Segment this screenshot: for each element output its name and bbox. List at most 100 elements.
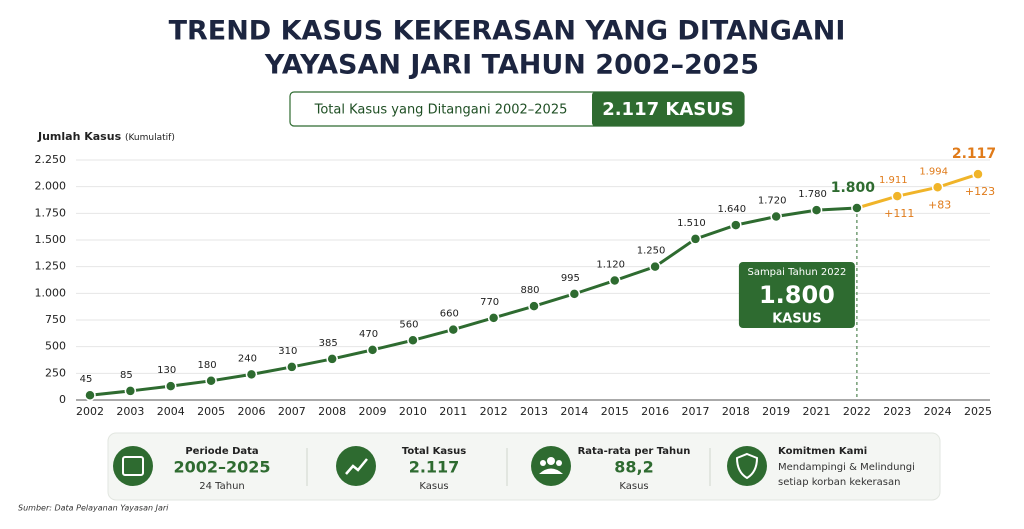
icon-people	[531, 446, 571, 486]
y-axis-label-main: Jumlah Kasus	[37, 130, 122, 143]
value-label: 180	[198, 360, 217, 371]
x-tick-label: 2023	[883, 405, 911, 418]
stat-sub: 24 Tahun	[199, 481, 245, 492]
value-label: 560	[399, 319, 418, 330]
x-tick-label: 2011	[439, 405, 467, 418]
y-tick-label: 1.750	[35, 206, 67, 219]
icon-shield	[727, 446, 767, 486]
stat-value: 2002–2025	[173, 458, 270, 477]
x-tick-label: 2002	[76, 405, 104, 418]
value-label: 770	[480, 297, 499, 308]
y-axis-label: Jumlah Kasus (Kumulatif)	[37, 130, 175, 143]
connector-line	[856, 194, 898, 210]
x-tick-label: 2018	[722, 405, 750, 418]
stat-title: Total Kasus	[402, 446, 466, 457]
x-tick-label: 2004	[157, 405, 185, 418]
point	[649, 260, 661, 273]
x-tick-label: 2006	[237, 405, 265, 418]
summary-value: 2.117 KASUS	[602, 99, 734, 120]
value-label: 1.780	[798, 189, 827, 200]
stats-panel	[107, 432, 941, 501]
change-label: +83	[928, 198, 951, 211]
stat-title: Rata-rata per Tahun	[578, 446, 691, 457]
title-line: TREND KASUS KEKERASAN YANG DITANGANI	[169, 16, 846, 47]
stat-sub: Kasus	[419, 481, 448, 492]
point	[972, 168, 984, 180]
summary-value-box	[592, 92, 744, 126]
value-label: 1.720	[758, 196, 787, 207]
y-tick-label: 750	[45, 313, 66, 326]
value-label: 45	[80, 374, 93, 385]
point	[810, 204, 823, 216]
plot: 0 250 500 750 1.000 1.250 1.500 1.750 2.000 2.250…	[35, 146, 997, 418]
point	[689, 233, 702, 245]
value-label: 1.800	[831, 180, 876, 196]
source: Sumber: Data Pelayanan Yayasan Jari	[18, 504, 169, 513]
icon-glyph	[556, 460, 562, 466]
x-tick-label: 2010	[399, 405, 427, 418]
callout-value: 1.800	[759, 281, 835, 309]
point	[528, 300, 540, 312]
icon-chart	[336, 446, 376, 486]
y-tick-label: 1.000	[35, 286, 67, 299]
point	[770, 210, 782, 223]
value-label: 130	[157, 365, 176, 376]
change-label: +111	[884, 207, 914, 220]
point	[487, 312, 500, 324]
x-tick-label: 2025	[964, 405, 992, 418]
y-tick-label: 0	[59, 393, 66, 406]
stat-line: Mendampingi & Melindungi	[778, 462, 915, 473]
value-label: 385	[319, 338, 338, 349]
icon-glyph	[122, 456, 144, 476]
x-tick-label: 2017	[681, 405, 709, 418]
x-tick-label: 2015	[601, 405, 629, 418]
point	[730, 219, 742, 231]
callout-box	[738, 262, 855, 328]
x-tick-label: 2024	[924, 405, 952, 418]
value-label: 1.250	[637, 246, 666, 257]
point	[205, 375, 217, 387]
value-label: 1.510	[677, 218, 706, 229]
point	[124, 385, 137, 397]
x-tick-label: 2012	[480, 405, 508, 418]
callout-unit: KASUS	[772, 312, 821, 327]
value-label: 1.994	[919, 166, 948, 177]
point	[286, 361, 298, 373]
y-tick-label: 1.250	[35, 260, 67, 273]
point	[851, 202, 863, 214]
x-tick-label: 2007	[278, 405, 306, 418]
point	[366, 344, 379, 356]
point	[245, 368, 258, 381]
stat-title: Komitmen Kami	[778, 446, 867, 457]
x-tick-label: 2005	[197, 405, 225, 418]
x-tick-label: 2009	[359, 405, 387, 418]
value-label: 310	[278, 346, 297, 357]
stat-line: setiap korban kekerasan	[778, 477, 900, 488]
y-tick-label: 1.500	[35, 233, 67, 246]
point	[608, 274, 621, 287]
change-label: +123	[965, 185, 995, 198]
x-tick-label: 2008	[318, 405, 346, 418]
x-tick-label: 2013	[520, 405, 548, 418]
y-axis-label-note: (Kumulatif)	[125, 133, 175, 143]
value-label: 470	[359, 329, 378, 340]
value-label: 1.911	[879, 175, 908, 186]
callout-title: Sampai Tahun 2022	[747, 267, 846, 278]
y-tick-label: 250	[45, 366, 66, 379]
icon-calendar	[113, 446, 153, 486]
y-tick-label: 500	[45, 340, 66, 353]
point	[164, 380, 177, 392]
x-tick-label: 2014	[560, 405, 588, 418]
point	[84, 389, 96, 401]
value-label: 880	[520, 285, 539, 296]
point	[568, 288, 581, 300]
point	[891, 190, 904, 202]
icon-glyph	[540, 460, 546, 466]
value-label: 1.120	[596, 260, 625, 271]
series-line	[89, 206, 857, 397]
stat-value: 2.117	[409, 458, 460, 477]
value-label: 2.117	[952, 146, 996, 162]
x-tick-label: 2016	[641, 405, 669, 418]
point	[931, 181, 944, 194]
